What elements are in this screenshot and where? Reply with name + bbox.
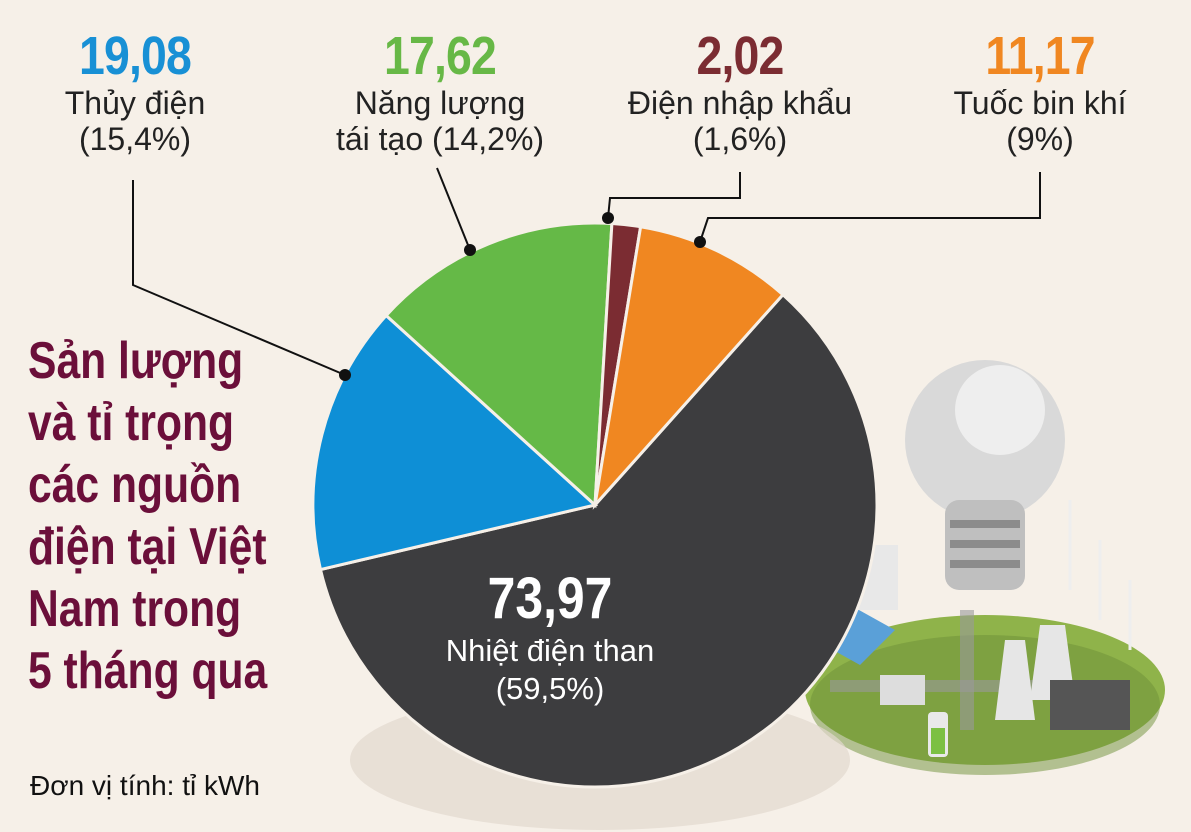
pie-slice-tuốc-bin-khí: [592, 224, 785, 510]
callout-gas-percent: (9%): [1006, 121, 1074, 158]
pie-slice-thủy-điện: [311, 313, 599, 572]
leader-hydro-line: [132, 180, 346, 376]
callout-hydro-value: 19,08: [79, 26, 192, 86]
callout-hydro: 19,08 Thủy điện (15,4%): [40, 26, 230, 158]
callout-coal: 73,97 Nhiệt điện than (59,5%): [420, 565, 680, 708]
chart-title: Sản lượng và tỉ trọng các nguồn điện tại…: [28, 332, 268, 700]
callout-renewable: 17,62 Năng lượng tái tạo (14,2%): [320, 26, 560, 158]
callout-hydro-label: Thủy điện: [64, 85, 206, 122]
callout-gas: 11,17 Tuốc bin khí (9%): [930, 26, 1150, 158]
callout-import-percent: (1,6%): [692, 121, 788, 158]
leader-hydro-dot: [339, 369, 351, 381]
callout-renewable-label-line2: tái tạo (14,2%): [335, 121, 545, 158]
callout-coal-value: 73,97: [487, 566, 613, 631]
leader-gas-dot: [694, 236, 706, 248]
leader-renewable-dot: [464, 244, 476, 256]
unit-note: Đơn vị tính: tỉ kWh: [30, 770, 260, 801]
energy-illustration: [805, 360, 1165, 775]
callout-coal-label: Nhiệt điện than: [445, 633, 655, 668]
callout-import-value: 2,02: [696, 26, 785, 86]
callout-import: 2,02 Điện nhập khẩu (1,6%): [610, 26, 870, 158]
callout-gas-label: Tuốc bin khí: [953, 85, 1127, 122]
callout-renewable-value: 17,62: [384, 26, 497, 86]
pie-slice-năng-lượng-tái-tạo: [384, 221, 614, 509]
leader-import-line: [607, 172, 741, 219]
callout-gas-value: 11,17: [985, 26, 1095, 86]
leader-import-dot: [602, 212, 614, 224]
pie-slice-nhiệt-điện-than: [318, 292, 879, 789]
leader-renewable-line: [436, 167, 471, 251]
callout-renewable-label-line1: Năng lượng: [354, 85, 526, 122]
callout-coal-percent: (59,5%): [495, 671, 605, 706]
callout-import-label: Điện nhập khẩu: [627, 85, 853, 122]
leader-gas-line: [699, 172, 1041, 243]
callout-hydro-percent: (15,4%): [78, 121, 192, 158]
